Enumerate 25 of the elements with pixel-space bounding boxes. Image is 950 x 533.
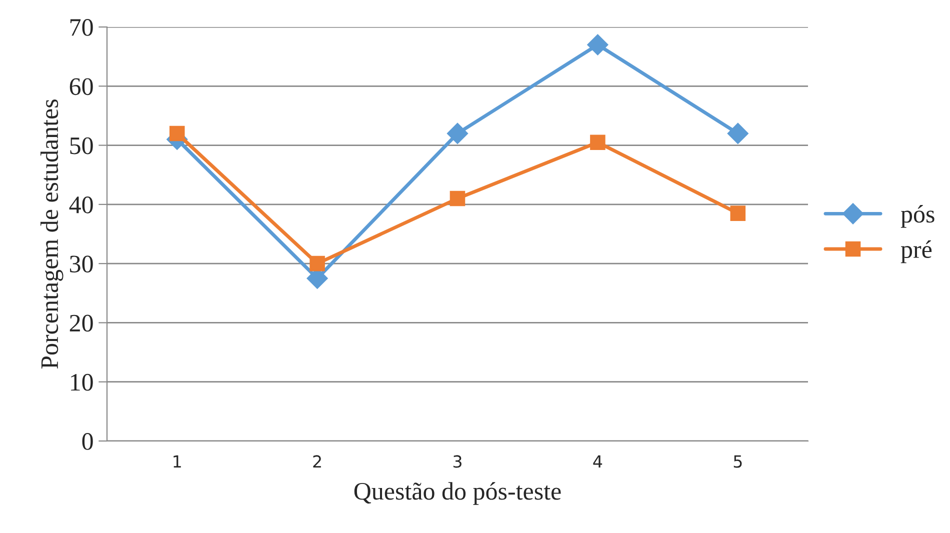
x-axis-title: Questão do pós-teste: [354, 482, 561, 505]
x-tick-label: 4: [593, 455, 602, 468]
x-tick-label: 1: [174, 455, 181, 468]
point: [590, 134, 606, 150]
point: [169, 126, 185, 142]
legend-label: pós: [900, 205, 934, 228]
y-tick-label: 10: [71, 374, 93, 391]
point: [727, 122, 748, 144]
point: [730, 206, 746, 221]
y-tick-label: 20: [70, 314, 93, 332]
y-tick-label: 60: [70, 78, 93, 96]
y-tick-label: 0: [82, 433, 93, 450]
point: [446, 122, 468, 144]
y-tick-label: 40: [69, 196, 93, 214]
x-tick-label: 5: [734, 455, 742, 468]
point: [587, 34, 608, 56]
y-tick-label: 50: [70, 137, 93, 154]
y-tick-label: 30: [70, 256, 93, 272]
y-tick-label: 70: [70, 19, 93, 36]
point: [450, 190, 466, 206]
legend-label: pré: [900, 240, 932, 264]
x-tick-label: 3: [453, 455, 462, 468]
x-tick-label: 2: [313, 455, 321, 468]
y-axis-title: Porcentagem de estudantes: [40, 100, 64, 369]
point: [310, 256, 325, 272]
